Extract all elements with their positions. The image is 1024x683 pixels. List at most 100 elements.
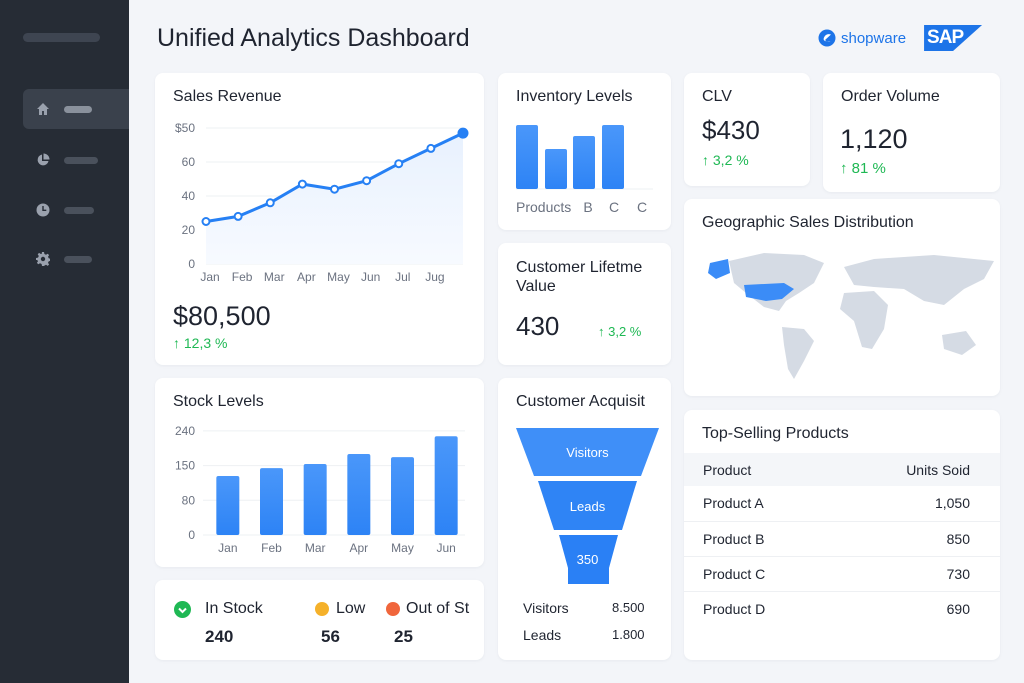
product-name: Product B [703,530,765,547]
map-eurasia[interactable] [844,255,994,305]
clv-change: ↑ 3,2 % [702,152,749,168]
inventory-bar [545,149,567,189]
status-value: 240 [205,627,234,646]
table-row[interactable]: Product D 690 [684,591,1000,626]
stat-label: Visitors [523,600,569,616]
sidebar-item-label [64,206,94,214]
status-in-stock: In Stock [174,600,263,618]
sidebar-item-settings[interactable] [23,239,129,279]
map-united-states[interactable] [744,283,794,301]
card-title: Stock Levels [173,393,264,410]
card-title: Order Volume [841,88,940,105]
funnel-stage-customers [559,535,618,584]
x-tick-label: Feb [261,541,282,555]
stat-label: Leads [523,627,562,643]
low-dot-icon [315,602,329,616]
x-tick-label: Products [516,199,571,215]
x-tick-label: Mar [305,541,326,555]
sidebar-logo-placeholder [23,33,100,42]
map-alaska[interactable] [708,259,730,279]
x-tick-label: B [583,199,592,215]
stock-bar [260,468,283,535]
card-title: Customer Lifetme Value [516,259,643,295]
table-row[interactable]: Product B 850 [684,521,1000,556]
x-tick-label: Apr [297,270,316,284]
order-volume-change: ↑ 81 % [840,160,886,177]
product-name: Product A [703,495,764,512]
status-value: 25 [394,627,413,646]
inventory-bar-chart: Products B C C [516,125,653,215]
funnel-label: Visitors [566,445,609,460]
card-title: Customer Acquisit [516,393,645,410]
y-tick-label: 60 [182,155,196,169]
stock-levels-card: Stock Levels 0 80 150 240 Jan Feb Mar Apr May Jun [155,378,484,567]
units-sold: 850 [946,530,970,547]
partner-logos: shopware SAP [818,25,983,51]
data-point [201,217,211,226]
top-products-card: Top-Selling Products Product Units Soid … [684,410,1000,660]
x-tick-label: Apr [349,541,368,555]
sales-change: ↑ 12,3 % [173,335,228,351]
clv-value: $430 [702,115,760,145]
stock-status-card: In Stock 240 Low 56 Out of St 25 [155,580,484,660]
stock-bar [303,464,327,535]
sales-revenue-card: Sales Revenue 0 20 40 60 $50 Jan Feb Mar Apr May J… [155,73,484,365]
data-point [394,159,404,169]
pie-chart-icon [37,153,50,166]
data-point [426,143,436,153]
stock-bar [216,476,240,535]
y-tick-label: 150 [175,459,195,473]
map-africa[interactable] [840,291,888,349]
map-south-america[interactable] [782,327,814,379]
sidebar-item-label [64,105,92,113]
funnel-label: 350 [576,552,599,567]
product-name: Product C [703,565,766,582]
geo-sales-card: Geographic Sales Distribution [684,199,1000,396]
table-header: Product Units Soid [684,453,1000,486]
x-tick-label: Mar [264,270,285,284]
table-row[interactable]: Product A 1,050 [684,486,1000,521]
sidebar-item-reports[interactable] [23,140,129,180]
units-sold: 730 [946,565,970,582]
world-map[interactable] [704,249,1000,389]
y-tick-label: $50 [175,121,195,135]
data-point [265,198,275,208]
order-volume-card: Order Volume 1,120 ↑ 81 % [823,73,1000,192]
x-tick-label: May [391,541,414,555]
x-tick-label: Jun [436,541,455,555]
funnel-stage-leads [538,481,637,530]
x-tick-label: May [327,270,350,284]
data-point [362,176,372,186]
clv-card: CLV $430 ↑ 3,2 % [684,73,810,186]
status-label: Out of St [406,600,470,617]
sap-logo: SAP [924,25,983,51]
product-name: Product D [703,600,766,617]
inventory-bar [573,136,595,189]
sidebar-item-label [64,156,98,164]
card-title: Sales Revenue [173,88,282,105]
sidebar-item-label [64,255,92,263]
sales-total: $80,500 [173,301,271,331]
units-sold: 1,050 [934,495,970,512]
sidebar-item-home[interactable] [23,89,129,129]
map-north-america[interactable] [729,253,824,311]
stock-bar [347,454,371,535]
data-point [297,179,307,189]
map-australia[interactable] [942,331,976,355]
lifetime-change: ↑ 3,2 % [598,324,642,339]
status-low: Low [315,600,365,618]
x-tick-label: Jan [218,541,237,555]
inventory-card: Inventory Levels Products B C C [498,73,671,230]
sidebar-item-history[interactable] [23,190,129,230]
x-tick-label: C [609,199,619,215]
check-circle-icon [174,600,191,618]
stat-value: 8.500 [612,600,645,615]
table-row[interactable]: Product C 730 [684,556,1000,591]
shopware-logo: shopware [818,29,906,47]
sidebar [0,0,129,683]
card-title: CLV [702,88,732,105]
card-title: Inventory Levels [516,88,633,105]
stock-bar-chart: 0 80 150 240 Jan Feb Mar Apr May Jun [175,424,465,555]
status-out-of-stock: Out of St [386,600,469,618]
sales-line-chart: 0 20 40 60 $50 Jan Feb Mar Apr May Jun Jul Jug [175,121,469,284]
